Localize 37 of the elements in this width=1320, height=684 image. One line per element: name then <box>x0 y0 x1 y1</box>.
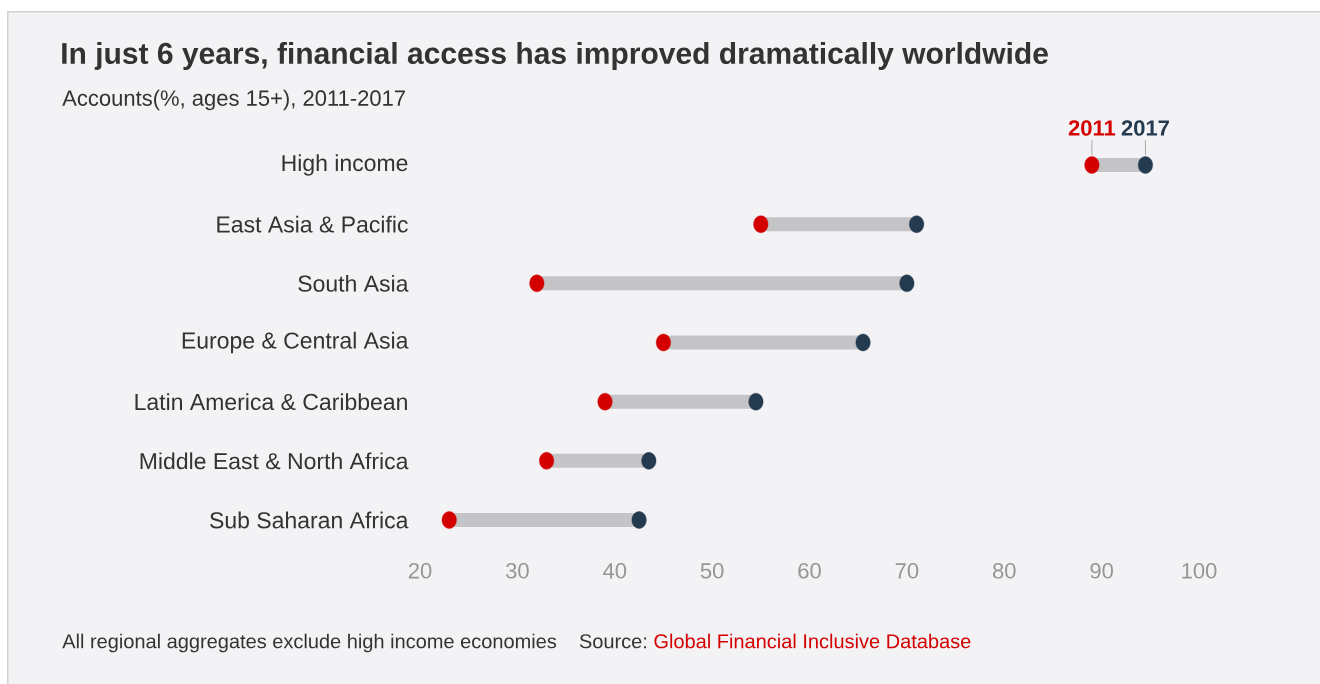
point <box>748 392 764 411</box>
y-tick-label: South Asia <box>298 274 409 292</box>
point <box>1084 156 1100 174</box>
x-tick-label: 80 <box>992 563 1016 579</box>
point <box>597 392 613 411</box>
point <box>529 274 545 293</box>
x-tick-label: 70 <box>895 563 919 579</box>
x-tick-label: 50 <box>700 563 724 579</box>
point <box>753 215 769 233</box>
point <box>441 511 457 529</box>
point <box>641 452 657 470</box>
y-tick-label: Sub Saharan Africa <box>210 511 409 529</box>
point <box>909 215 925 233</box>
y-tick-label: East Asia & Pacific <box>217 215 408 233</box>
source-note: Source: <box>579 634 647 649</box>
y-tick-label: High income <box>282 154 408 176</box>
text: Global Financial Inclusive Database <box>654 633 971 649</box>
x-tick-label: 40 <box>603 563 627 579</box>
series-label: 2017 <box>1121 120 1169 136</box>
point <box>1138 156 1153 174</box>
text: Accounts(%, ages 15+), 2011-2017 <box>62 89 405 111</box>
point <box>656 333 671 352</box>
y-tick-label: Europe & Central Asia <box>182 331 409 354</box>
x-tick-label: 90 <box>1090 563 1113 579</box>
y-tick-label: Latin America & Caribbean <box>135 393 407 411</box>
point <box>631 511 647 529</box>
chart-title: In just 6 years, financial access has improved dramatically worldwide <box>62 42 1048 70</box>
x-tick-label: 60 <box>798 563 821 579</box>
text: All regional aggregates exclude high income economies <box>62 633 557 653</box>
y-tick-label: Middle East & North Africa <box>140 452 409 470</box>
x-tick-label: 30 <box>505 563 529 579</box>
point <box>855 333 871 352</box>
x-tick-label: 100 <box>1182 563 1217 579</box>
series-label: 2011 <box>1068 120 1116 136</box>
x-tick-label: 20 <box>408 563 432 579</box>
point <box>899 274 915 293</box>
point <box>539 452 555 470</box>
